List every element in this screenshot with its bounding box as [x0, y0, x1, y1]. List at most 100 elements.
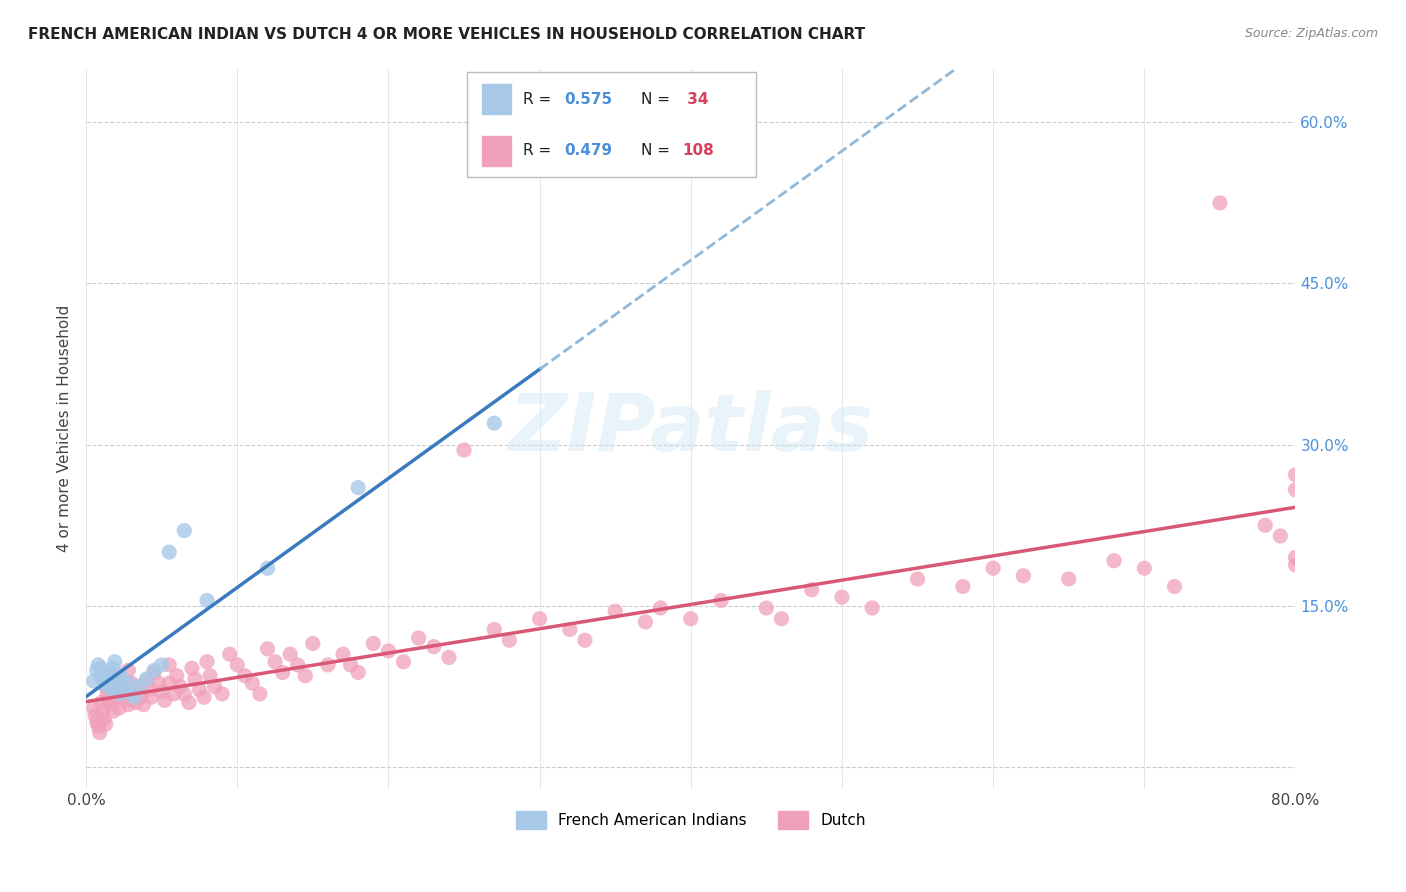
Point — [112, 685, 135, 699]
Point — [120, 687, 142, 701]
Text: Source: ZipAtlas.com: Source: ZipAtlas.com — [1244, 27, 1378, 40]
Point — [198, 668, 221, 682]
Point — [104, 655, 127, 669]
Point — [117, 698, 139, 712]
Point — [110, 668, 132, 682]
Text: N =: N = — [641, 92, 675, 107]
Point — [437, 650, 460, 665]
Point — [94, 672, 117, 686]
Point — [157, 545, 180, 559]
Point — [169, 680, 191, 694]
Point — [135, 672, 157, 686]
Point — [108, 674, 131, 689]
Point — [347, 665, 370, 680]
Text: 34: 34 — [682, 92, 709, 107]
Point — [103, 704, 125, 718]
Point — [301, 636, 323, 650]
Point — [97, 668, 120, 682]
Point — [529, 612, 551, 626]
Point — [98, 698, 121, 712]
Point — [108, 701, 131, 715]
Point — [1102, 554, 1125, 568]
Point — [1209, 195, 1232, 210]
Point — [1284, 550, 1306, 565]
Point — [83, 674, 105, 689]
Point — [1284, 558, 1306, 572]
Point — [377, 644, 399, 658]
Point — [558, 623, 581, 637]
Point — [100, 674, 122, 689]
Text: R =: R = — [523, 143, 557, 158]
Point — [423, 640, 446, 654]
Text: 108: 108 — [682, 143, 714, 158]
Point — [96, 687, 118, 701]
Point — [93, 676, 115, 690]
Text: 0.479: 0.479 — [564, 143, 613, 158]
Point — [93, 712, 115, 726]
FancyBboxPatch shape — [467, 72, 756, 178]
Point — [157, 676, 180, 690]
Point — [98, 665, 121, 680]
Point — [256, 561, 278, 575]
Point — [120, 676, 142, 690]
Point — [94, 717, 117, 731]
Point — [148, 676, 170, 690]
Point — [574, 633, 596, 648]
Point — [1284, 483, 1306, 497]
Text: 0.575: 0.575 — [564, 92, 613, 107]
Point — [710, 593, 733, 607]
Point — [1057, 572, 1080, 586]
Point — [107, 672, 129, 686]
Point — [124, 690, 146, 705]
Point — [83, 701, 105, 715]
Point — [108, 687, 131, 701]
Point — [650, 601, 672, 615]
Point — [195, 655, 218, 669]
Point — [89, 725, 111, 739]
Point — [163, 687, 186, 701]
Point — [129, 690, 152, 705]
Point — [157, 657, 180, 672]
Point — [166, 668, 188, 682]
Point — [831, 591, 853, 605]
Text: N =: N = — [641, 143, 675, 158]
Point — [294, 668, 316, 682]
Point — [363, 636, 385, 650]
Point — [180, 661, 202, 675]
Point — [770, 612, 793, 626]
Point — [86, 663, 108, 677]
Point — [90, 668, 112, 682]
Point — [800, 582, 823, 597]
Point — [1284, 467, 1306, 482]
Point — [86, 714, 108, 729]
Point — [287, 657, 309, 672]
Point — [105, 682, 128, 697]
Text: FRENCH AMERICAN INDIAN VS DUTCH 4 OR MORE VEHICLES IN HOUSEHOLD CORRELATION CHAR: FRENCH AMERICAN INDIAN VS DUTCH 4 OR MOR… — [28, 27, 865, 42]
Legend: French American Indians, Dutch: French American Indians, Dutch — [509, 805, 872, 835]
Point — [316, 657, 339, 672]
Point — [1163, 580, 1185, 594]
Point — [211, 687, 233, 701]
Point — [117, 663, 139, 677]
Point — [484, 623, 506, 637]
Point — [105, 685, 128, 699]
Point — [132, 698, 155, 712]
Point — [143, 663, 166, 677]
Point — [143, 665, 166, 680]
Point — [138, 682, 160, 697]
Point — [188, 682, 211, 697]
Point — [347, 481, 370, 495]
Point — [112, 682, 135, 697]
Point — [105, 680, 128, 694]
Point — [484, 416, 506, 430]
Point — [755, 601, 778, 615]
Point — [103, 668, 125, 682]
Point — [184, 672, 207, 686]
Point — [139, 690, 162, 705]
Point — [332, 647, 354, 661]
Point — [173, 687, 195, 701]
Point — [150, 685, 173, 699]
Point — [193, 690, 215, 705]
Point — [204, 680, 226, 694]
Point — [226, 657, 249, 672]
